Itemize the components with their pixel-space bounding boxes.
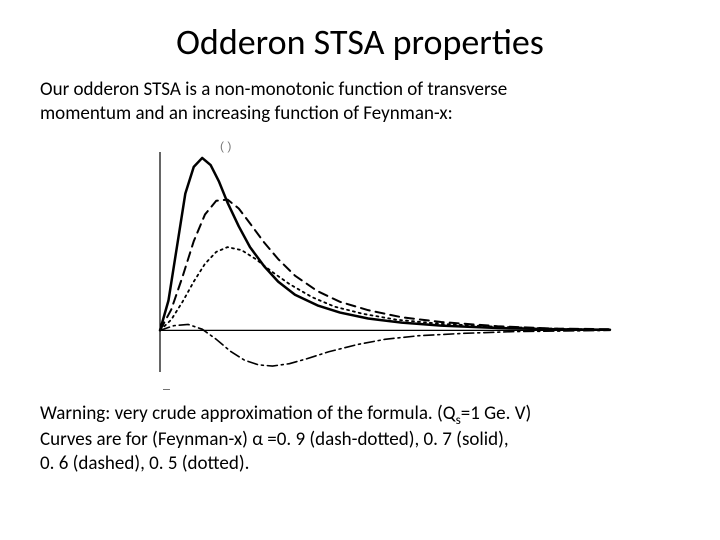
warn-line-1-pre: Warning: very crude approximation of the… <box>40 402 456 425</box>
warn-line-2: Curves are for (Feynman-x) α =0. 9 (dash… <box>40 428 509 451</box>
page-title: Odderon STSA properties <box>40 20 680 64</box>
svg-text:( ): ( ) <box>220 139 231 153</box>
intro-text: Our odderon STSA is a non-monotonic func… <box>40 78 680 126</box>
warn-line-3: 0. 6 (dashed), 0. 5 (dotted). <box>40 452 249 475</box>
intro-line-2: momentum and an increasing function of F… <box>40 102 453 125</box>
svg-text:_: _ <box>163 375 170 392</box>
warning-text: Warning: very crude approximation of the… <box>40 402 680 476</box>
chart-container: ( ) _ <box>40 134 680 394</box>
warn-line-1-post: =1 Ge. V) <box>461 402 531 425</box>
stsa-chart: ( ) _ <box>100 134 620 394</box>
intro-line-1: Our odderon STSA is a non-monotonic func… <box>40 78 507 101</box>
